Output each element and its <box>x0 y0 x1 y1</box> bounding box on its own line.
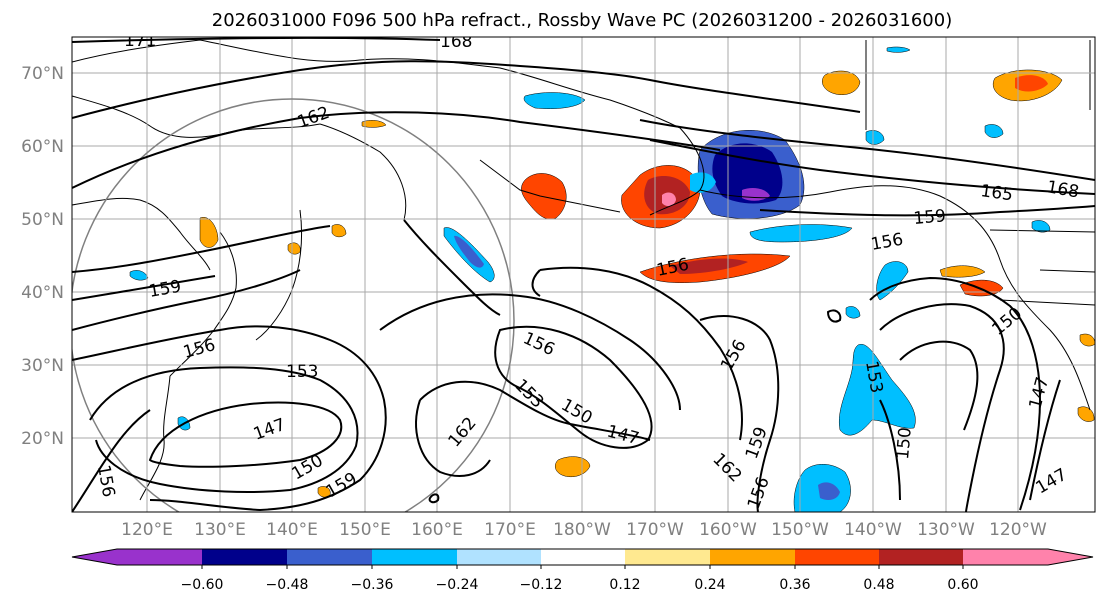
anomaly-negative <box>838 344 916 436</box>
colorbar-tick-label: −0.36 <box>351 577 394 593</box>
colorbar-segment <box>795 549 879 565</box>
anomaly-negative-deep <box>712 143 783 204</box>
reference-circle <box>72 98 515 512</box>
map-title: 2026031000 F096 500 hPa refract., Rossby… <box>212 10 953 31</box>
colorbar-ticks <box>201 565 964 569</box>
anomaly-positive <box>361 120 387 128</box>
lat-label-40n: 40°N <box>21 283 64 303</box>
lon-label-150w: 150°W <box>771 520 829 540</box>
colorbar-segment <box>117 549 202 565</box>
lon-label-140w: 140°W <box>844 520 902 540</box>
anomaly-positive <box>1077 406 1095 422</box>
colorbar-tick-label: −0.48 <box>266 577 309 593</box>
anomaly-negative <box>129 270 149 281</box>
lon-label-140e: 140°E <box>266 520 318 540</box>
lon-label-150e: 150°E <box>339 520 391 540</box>
refractivity-contours <box>72 37 1095 512</box>
colorbar-segment <box>710 549 795 565</box>
lon-label-170w: 170°W <box>626 520 684 540</box>
colorbar-segment <box>457 549 541 565</box>
colorbar-tick-label: −0.60 <box>181 577 224 593</box>
anomaly-positive <box>939 265 986 278</box>
colorbar-outline <box>71 548 1094 566</box>
map-background <box>72 37 1095 512</box>
lat-label-20n: 20°N <box>21 429 64 449</box>
contour-label-168: 168 <box>440 32 472 52</box>
colorbar: −0.60 −0.48 −0.36 −0.24 −0.12 0.12 0.24 … <box>71 548 1094 593</box>
lat-label-60n: 60°N <box>21 137 64 157</box>
longitude-axis: 120°E 130°E 140°E 150°E 160°E 170°E 180°… <box>121 520 1047 540</box>
colorbar-extend-max <box>1048 549 1093 565</box>
colorbar-segment <box>202 549 287 565</box>
colorbar-segment <box>372 549 457 565</box>
anomaly-positive <box>822 70 861 95</box>
colorbar-segment <box>287 549 372 565</box>
colorbar-segment <box>541 549 625 565</box>
colorbar-tick-label: 0.12 <box>609 577 640 593</box>
colorbar-tick-label: 0.60 <box>947 577 978 593</box>
anomaly-negative-deep <box>818 482 840 500</box>
colorbar-tick-label: 0.48 <box>863 577 894 593</box>
anomaly-negative <box>523 92 586 109</box>
anomaly-negative-deep <box>454 235 484 268</box>
colorbar-tick-label: −0.24 <box>436 577 479 593</box>
colorbar-tick-label: −0.12 <box>520 577 563 593</box>
rossby-wave-pc-shading <box>129 46 1095 512</box>
lat-label-70n: 70°N <box>21 64 64 84</box>
anomaly-negative <box>749 224 853 243</box>
lon-label-160w: 160°W <box>699 520 757 540</box>
colorbar-segment <box>879 549 963 565</box>
anomaly-negative <box>845 306 861 319</box>
grid <box>72 37 1095 512</box>
colorbar-segment <box>963 549 1048 565</box>
lon-label-120e: 120°E <box>121 520 173 540</box>
anomaly-positive-peak <box>662 192 676 207</box>
lon-label-180w: 180°W <box>553 520 611 540</box>
contour-label-153: 153 <box>286 362 318 382</box>
lon-label-130e: 130°E <box>194 520 246 540</box>
anomaly-negative <box>984 124 1004 138</box>
map-panel: 171 168 162 159 156 156 153 150 147 156 … <box>71 31 1096 513</box>
colorbar-tick-label: 0.36 <box>779 577 810 593</box>
colorbar-segment <box>625 549 710 565</box>
lon-label-120w: 120°W <box>989 520 1047 540</box>
lon-label-160e: 160°E <box>411 520 463 540</box>
contour-label-150: 150 <box>893 426 916 460</box>
contour-label-165: 165 <box>979 181 1014 205</box>
lon-label-170e: 170°E <box>484 520 536 540</box>
lat-label-50n: 50°N <box>21 210 64 230</box>
contour-label-171: 171 <box>124 31 156 51</box>
latitude-axis: 70°N 60°N 50°N 40°N 30°N 20°N <box>21 64 64 449</box>
anomaly-positive-core <box>1015 75 1048 92</box>
map-frame <box>71 36 1096 513</box>
lon-label-130w: 130°W <box>917 520 975 540</box>
anomaly-negative <box>865 130 885 145</box>
anomaly-negative <box>886 46 911 53</box>
lat-label-30n: 30°N <box>21 356 64 376</box>
anomaly-positive <box>555 456 591 477</box>
anomaly-positive <box>331 224 347 238</box>
colorbar-tick-label: 0.24 <box>694 577 725 593</box>
colorbar-extend-min <box>72 549 117 565</box>
anomaly-negative <box>1031 220 1051 233</box>
contour-label-159: 159 <box>913 206 947 229</box>
anomaly-positive <box>287 242 301 255</box>
